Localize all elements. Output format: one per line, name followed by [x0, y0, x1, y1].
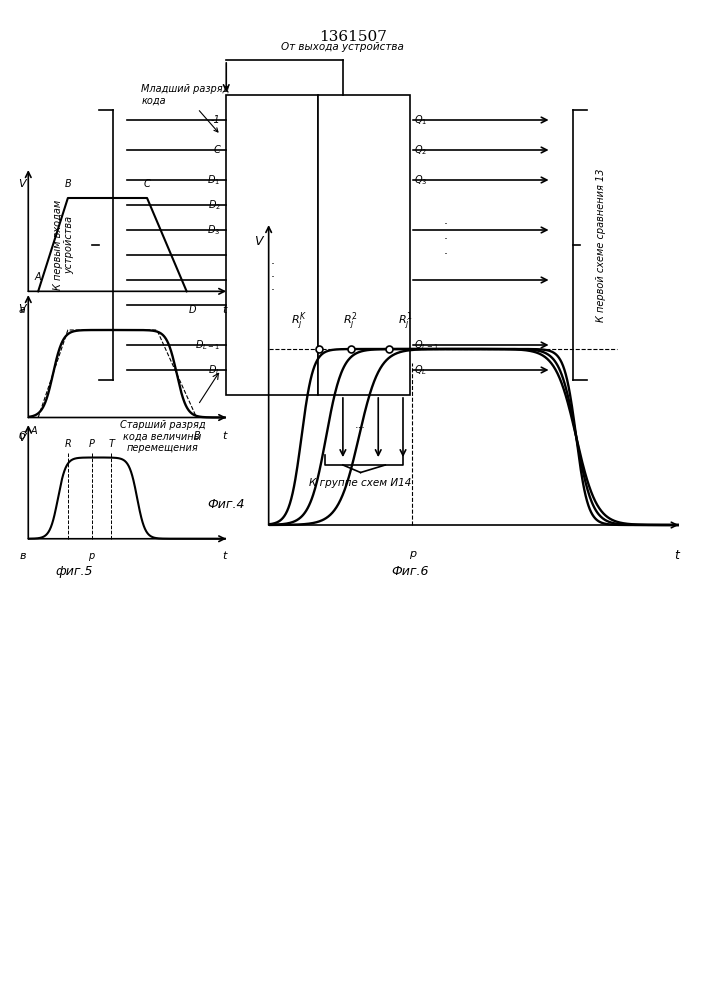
Text: ·
·
·: · · · [443, 219, 448, 261]
Text: t: t [222, 305, 226, 315]
Text: фиг.5: фиг.5 [55, 565, 93, 578]
Text: V: V [18, 179, 26, 189]
Text: R: R [64, 439, 71, 449]
Text: $R_j^1$: $R_j^1$ [398, 311, 413, 333]
Text: Младший разряд
кода: Младший разряд кода [141, 84, 230, 132]
Text: A: A [31, 426, 37, 436]
Text: в: в [19, 551, 25, 561]
Text: V: V [254, 235, 262, 248]
Text: $D_2$: $D_2$ [208, 198, 221, 212]
Text: t: t [674, 549, 679, 562]
Text: $D_1$: $D_1$ [207, 173, 221, 187]
Text: B: B [64, 179, 71, 189]
Text: К группе схем И14: К группе схем И14 [310, 478, 411, 488]
Text: a: a [19, 305, 25, 315]
Text: 1361507: 1361507 [320, 30, 387, 44]
Text: C: C [214, 145, 221, 155]
Text: $D_L$: $D_L$ [208, 363, 221, 377]
Text: P: P [88, 439, 95, 449]
Text: Фиг.4: Фиг.4 [207, 498, 245, 512]
Text: ...: ... [355, 420, 366, 430]
Text: $R_j^2$: $R_j^2$ [344, 311, 358, 333]
Text: Фиг.6: Фиг.6 [391, 565, 429, 578]
FancyBboxPatch shape [318, 95, 410, 395]
Text: $Q_1$: $Q_1$ [414, 113, 427, 127]
Text: V: V [18, 433, 26, 443]
Text: A: A [35, 272, 42, 282]
Text: $R_j^K$: $R_j^K$ [291, 311, 307, 333]
Text: B: B [194, 431, 201, 441]
Text: Старший разряд
кода величины
перемещения: Старший разряд кода величины перемещения [119, 420, 206, 453]
Text: р: р [88, 551, 95, 561]
Text: К первой схеме сравнения 13: К первой схеме сравнения 13 [596, 168, 606, 322]
Text: $Q_L$: $Q_L$ [414, 363, 426, 377]
FancyBboxPatch shape [226, 95, 318, 395]
Text: $D_{L-1}$: $D_{L-1}$ [195, 338, 221, 352]
Text: ·
·
·: · · · [270, 258, 274, 297]
Text: V: V [18, 304, 26, 314]
Text: р: р [409, 549, 416, 559]
Text: $D_3$: $D_3$ [207, 223, 221, 237]
Text: б: б [19, 431, 25, 441]
Text: C: C [144, 179, 151, 189]
Text: К первым входам
устройства: К первым входам устройства [53, 200, 74, 290]
Text: $Q_2$: $Q_2$ [414, 143, 427, 157]
Text: $Q_3$: $Q_3$ [414, 173, 427, 187]
Text: t: t [222, 551, 226, 561]
Text: $Q_{L-1}$: $Q_{L-1}$ [414, 338, 439, 352]
Text: -1: -1 [211, 115, 221, 125]
Text: t: t [222, 431, 226, 441]
Text: T: T [108, 439, 115, 449]
Text: От выхода устройства: От выхода устройства [281, 42, 404, 52]
Text: D: D [189, 305, 197, 315]
